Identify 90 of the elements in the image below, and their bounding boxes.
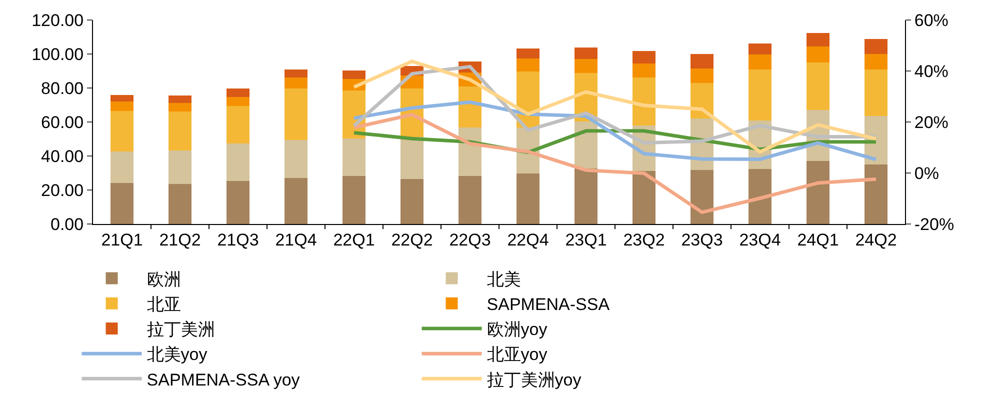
- bar: [632, 51, 656, 64]
- bar: [400, 178, 424, 224]
- bar: [400, 136, 424, 179]
- y2-tick-label: 40%: [914, 62, 948, 81]
- x-tick-label: 23Q3: [681, 230, 723, 250]
- bar: [632, 170, 656, 224]
- bar: [690, 68, 714, 84]
- legend-label: 拉丁美洲: [146, 320, 215, 340]
- x-tick-label: 22Q2: [391, 230, 433, 250]
- bar: [690, 54, 714, 68]
- bar: [226, 88, 250, 97]
- bar: [806, 46, 830, 63]
- legend-label: 拉丁美洲yoy: [486, 370, 582, 390]
- y2-tick-label: 20%: [914, 112, 948, 132]
- y-tick-label: 20.00: [41, 180, 84, 200]
- bar: [226, 143, 250, 182]
- bar: [226, 106, 250, 144]
- legend-label: 北美: [486, 270, 521, 289]
- bar: [110, 152, 134, 184]
- bar: [748, 54, 772, 70]
- bar: [168, 96, 192, 103]
- bar: [806, 161, 830, 224]
- x-tick-label: 21Q1: [101, 230, 143, 250]
- bar: [284, 78, 308, 88]
- x-tick-label: 21Q4: [275, 230, 317, 250]
- bar: [226, 96, 250, 106]
- bar: [516, 174, 540, 224]
- y-tick-label: 40.00: [41, 146, 84, 166]
- bar: [226, 181, 250, 224]
- y-tick-label: 120.00: [32, 10, 84, 30]
- bar: [748, 70, 772, 120]
- bar: [574, 168, 598, 224]
- y-tick-label: 0.00: [50, 214, 84, 234]
- legend-label: 欧洲: [146, 270, 181, 289]
- x-tick-label: 21Q3: [217, 230, 259, 250]
- x-tick-label: 22Q1: [333, 230, 375, 250]
- bar: [690, 170, 714, 224]
- y-tick-label: 60.00: [41, 112, 84, 132]
- bar: [632, 78, 656, 126]
- bar: [806, 62, 830, 110]
- bar: [284, 140, 308, 178]
- x-tick-label: 24Q1: [797, 230, 839, 250]
- x-tick-label: 22Q3: [449, 230, 491, 250]
- x-tick-label: 21Q2: [159, 230, 201, 250]
- x-tick-label: 23Q4: [739, 230, 781, 250]
- bar: [748, 44, 772, 54]
- bar: [284, 88, 308, 140]
- legend-label: 北美yoy: [146, 345, 208, 364]
- legend-label: SAPMENA-SSA: [486, 295, 610, 314]
- bar: [516, 58, 540, 72]
- bar: [806, 33, 830, 47]
- bar: [864, 164, 888, 224]
- x-tick-label: 24Q2: [855, 230, 897, 250]
- line-series: [352, 100, 878, 162]
- x-tick-label: 23Q1: [565, 230, 607, 250]
- y2-tick-label: 0%: [914, 164, 939, 183]
- bar: [110, 110, 134, 152]
- bar: [284, 178, 308, 224]
- bar: [632, 64, 656, 78]
- line-series: [352, 112, 878, 214]
- bar: [864, 70, 888, 116]
- bar: [284, 70, 308, 78]
- y2-tick-label: 60%: [914, 10, 948, 30]
- bar: [574, 48, 598, 60]
- bar: [110, 101, 134, 111]
- bar: [110, 183, 134, 224]
- x-tick-label: 22Q4: [507, 230, 549, 250]
- bar: [168, 150, 192, 184]
- bar: [342, 138, 366, 176]
- x-tick-label: 23Q2: [623, 230, 665, 250]
- bar: [458, 86, 482, 128]
- legend-label: SAPMENA-SSA yoy: [146, 370, 300, 390]
- bar: [748, 169, 772, 224]
- bar: [110, 94, 134, 102]
- bar: [342, 70, 366, 80]
- legend-label: 北亚yoy: [486, 345, 548, 364]
- bar: [516, 48, 540, 58]
- bar: [864, 39, 888, 54]
- legend-label: 北亚: [146, 295, 181, 314]
- bar: [168, 111, 192, 150]
- bar: [168, 102, 192, 112]
- bar: [342, 176, 366, 224]
- y-tick-label: 80.00: [41, 78, 84, 98]
- bar: [458, 176, 482, 224]
- y-tick-label: 100.00: [32, 44, 84, 64]
- bar: [574, 59, 598, 74]
- bar: [864, 54, 888, 70]
- y2-tick-label: -20%: [914, 214, 954, 234]
- legend-label: 欧洲yoy: [486, 320, 548, 340]
- bar: [168, 184, 192, 224]
